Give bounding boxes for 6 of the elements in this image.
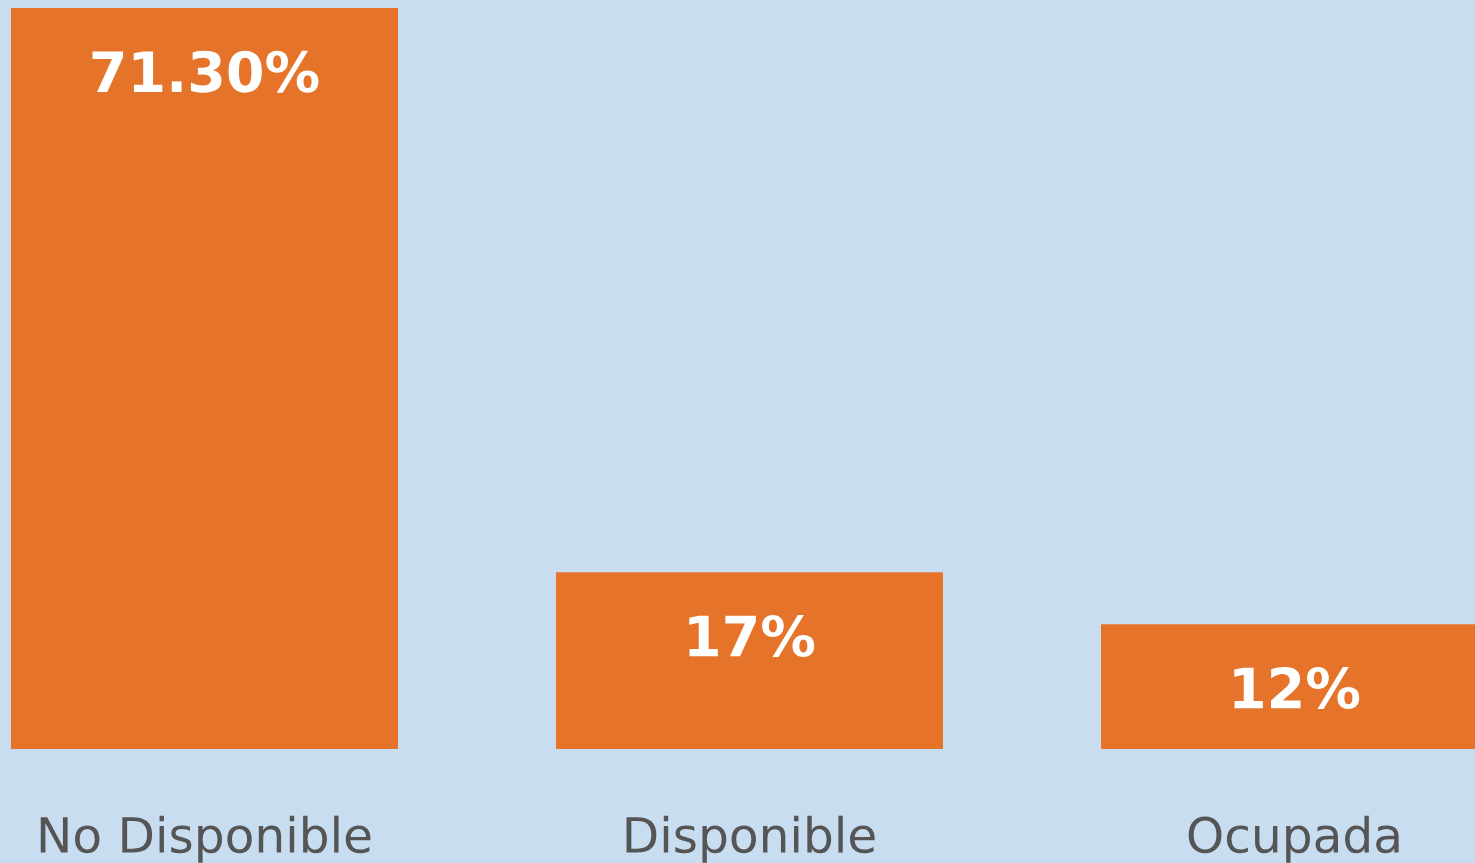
- x-tick-label: Disponible: [626, 815, 875, 863]
- x-tick-label: Ocupada: [1188, 815, 1399, 863]
- x-tick-label: No Disponible: [40, 815, 371, 863]
- data-label: 17%: [689, 614, 815, 657]
- data-label: 12%: [1234, 666, 1360, 709]
- data-label: 71.30%: [92, 50, 319, 93]
